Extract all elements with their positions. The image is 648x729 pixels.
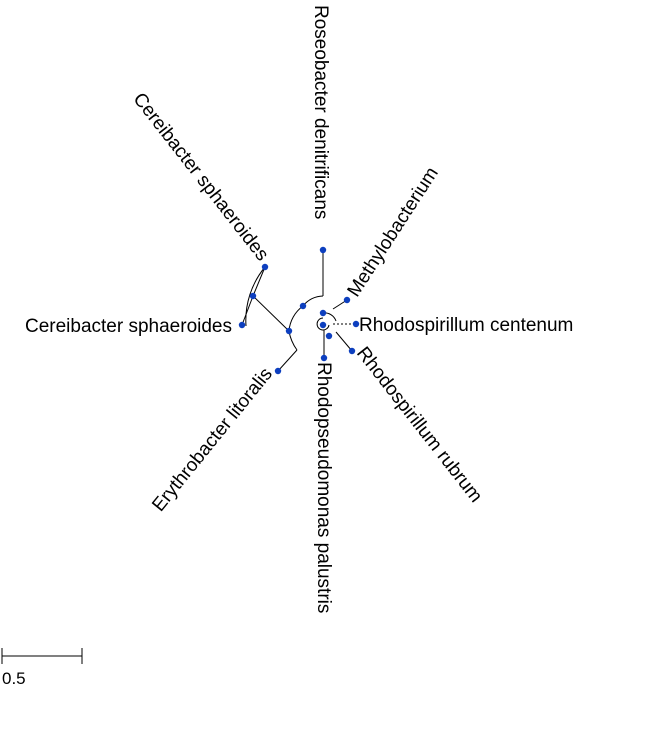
- branch-root-hook: [316, 317, 330, 331]
- leaf-node-roseobacter: [319, 246, 327, 254]
- leaf-label-roseobacter: Roseobacter denitrificans: [310, 5, 331, 219]
- branch-erythrobacter: [277, 349, 298, 372]
- leaf-label-rhodospirillum-rubrum: Rhodospirillum rubrum: [352, 343, 486, 507]
- leaf-label-rhodopseudomonas: Rhodopseudomonas palustris: [313, 362, 334, 613]
- internal-node: [319, 309, 327, 317]
- tree-branches: [241, 250, 356, 372]
- branch-rhodospirillum-rubrum: [335, 331, 353, 352]
- leaf-node-cereibacter-upper: [261, 263, 269, 271]
- branch-cereibacter-stem: [252, 295, 290, 332]
- branch-cereibacter-lower: [241, 295, 254, 326]
- branch-left-arc: [288, 305, 304, 332]
- leaf-label-cereibacter-upper: Cereibacter sphaeroides: [129, 89, 273, 265]
- branch-cereibacter-upper: [252, 266, 266, 297]
- internal-node: [299, 302, 307, 310]
- leaf-label-cereibacter-lower: Cereibacter sphaeroides: [25, 316, 232, 337]
- branch-cereibacter-arc: [245, 266, 266, 327]
- leaf-node-rhodopseudomonas: [320, 354, 328, 362]
- tree-nodes: [238, 246, 360, 375]
- leaf-label-erythrobacter: Erythrobacter litoralis: [148, 364, 277, 516]
- leaf-label-methylobacterium: Methylobacterium: [344, 164, 443, 301]
- leaf-node-erythrobacter: [274, 367, 282, 375]
- internal-node: [319, 321, 327, 329]
- leaf-node-methylobacterium: [343, 296, 351, 304]
- scale-bar-line: [1, 648, 83, 664]
- scale-bar: 0.5: [1, 648, 83, 688]
- branch-inner-arc: [302, 295, 324, 307]
- leaf-node-rhodospirillum-rubrum: [348, 347, 356, 355]
- leaf-node-rhodospirillum-centenum: [352, 320, 360, 328]
- leaf-node-cereibacter-lower: [238, 321, 246, 329]
- scale-bar-label: 0.5: [2, 669, 26, 688]
- internal-node: [285, 327, 293, 335]
- internal-node: [325, 332, 333, 340]
- internal-node: [249, 292, 257, 300]
- leaf-label-rhodospirillum-centenum: Rhodospirillum centenum: [359, 315, 573, 336]
